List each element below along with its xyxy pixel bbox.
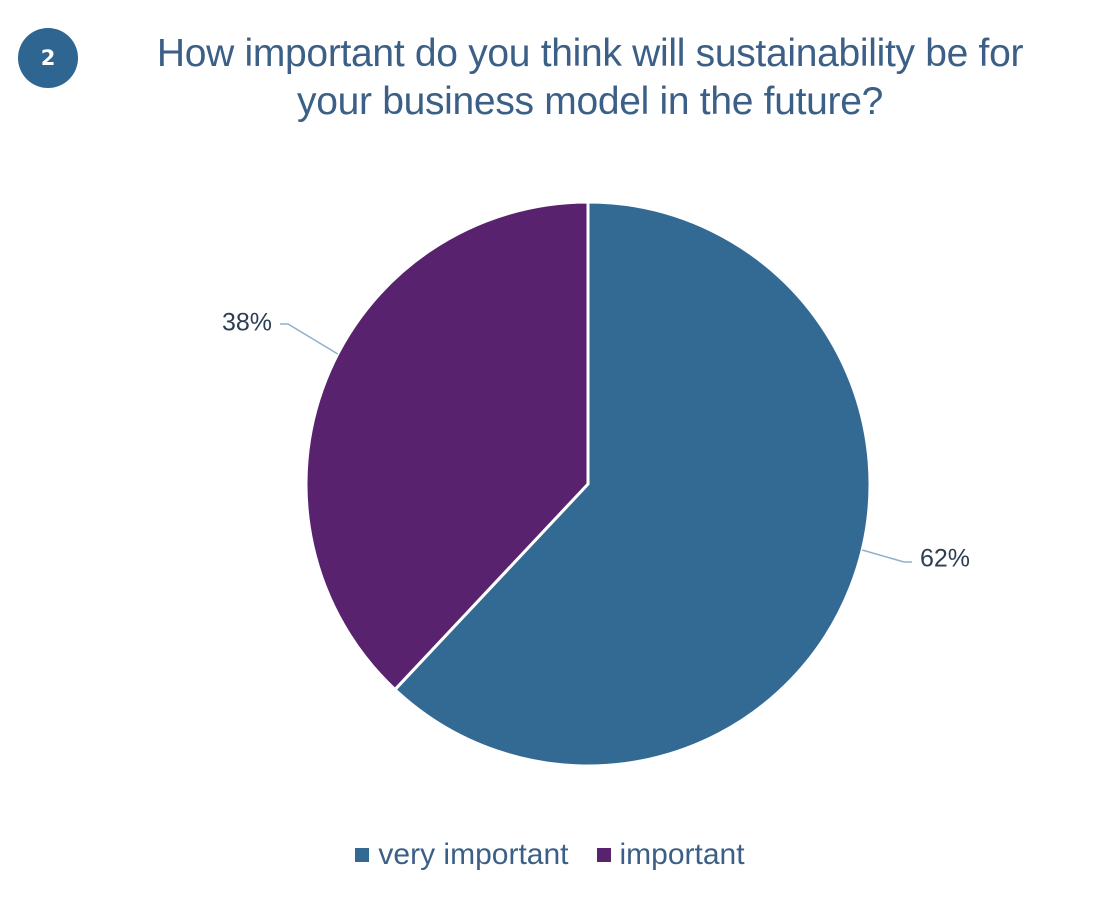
question-number-badge: 2 (18, 28, 78, 88)
pie-data-labels: 62% 38% (222, 309, 970, 573)
question-number: 2 (40, 46, 56, 70)
chart-title-line-1: How important do you think will sustaina… (156, 32, 1024, 75)
pie-slice-very-important[interactable] (393, 200, 872, 768)
data-label-very-important: 62% (920, 545, 970, 573)
pie-slices (304, 200, 872, 768)
leader-line-very-important (861, 549, 912, 563)
pie-leader-lines (280, 323, 912, 563)
legend-item-very-important[interactable]: very important (355, 838, 569, 872)
chart-title-line-2: your business model in the future? (297, 80, 883, 123)
legend-label-very-important: very important (378, 838, 569, 871)
chart-title: How important do you think will sustaina… (110, 30, 1070, 126)
legend-item-important[interactable]: important (596, 838, 745, 872)
data-label-important: 38% (222, 309, 272, 337)
legend-label-important: important (619, 838, 745, 871)
leader-line-important (280, 323, 339, 355)
legend-swatch-very-important (355, 848, 370, 862)
chart-legend: very important important (0, 838, 1100, 872)
legend-swatch-important (596, 848, 611, 862)
pie-slice-important[interactable] (304, 200, 590, 692)
